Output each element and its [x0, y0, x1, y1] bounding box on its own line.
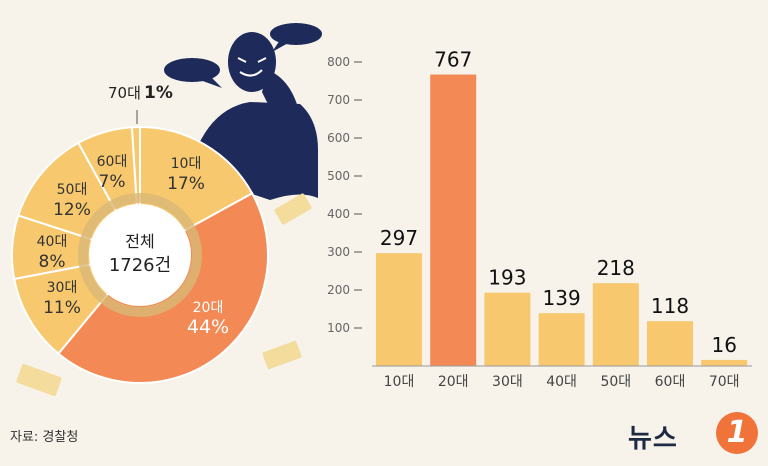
pie-slice-value: 11%: [43, 298, 81, 318]
bar: [647, 321, 693, 366]
pie-slice-label: 60대: [97, 154, 128, 170]
bar-value-label: 193: [488, 266, 526, 290]
pie-center: [91, 206, 189, 304]
pie-slice: [130, 125, 141, 207]
pie-slice-value: 1%: [144, 83, 173, 103]
pie-center-label: 전체: [125, 232, 154, 251]
source-text: 자료: 경찰청: [10, 430, 79, 445]
y-tick-label: 300: [327, 245, 350, 259]
bar-value-label: 139: [543, 286, 581, 310]
bar: [484, 292, 531, 366]
x-tick-label: 50대: [600, 374, 631, 390]
y-tick-label: 500: [327, 169, 350, 183]
x-tick-label: 70대: [709, 374, 740, 390]
banknote-icon: [16, 363, 62, 397]
y-tick-label: 200: [327, 283, 350, 297]
banknote-icon: [262, 340, 302, 370]
bar: [430, 74, 477, 366]
x-tick-label: 20대: [438, 374, 469, 390]
pie-slice-value: 7%: [99, 172, 126, 192]
y-tick-label: 400: [327, 207, 350, 221]
bar-value-label: 297: [380, 226, 418, 250]
bar: [376, 253, 422, 366]
bar: [538, 313, 585, 366]
pie-slice-label: 70대: [108, 84, 141, 102]
bar-chart: 100 200 300 400 500 600 700 800 297 10대 767 20대 193 3…: [327, 48, 752, 390]
news1-logo: 뉴스 1: [628, 412, 763, 456]
pie-slice-value: 12%: [53, 200, 91, 220]
bar-value-label: 218: [597, 256, 635, 280]
pie-slice-value: 8%: [39, 252, 66, 272]
bar-value-label: 16: [711, 333, 736, 357]
speech-bubble-icon: [164, 58, 222, 88]
pie-slice-label: 30대: [47, 280, 78, 296]
logo-badge: 1: [716, 412, 758, 454]
pie-center-value: 1726건: [109, 255, 171, 276]
bar: [701, 359, 748, 366]
y-tick-label: 600: [327, 131, 350, 145]
x-tick-label: 30대: [492, 374, 523, 390]
banknote-icon: [274, 193, 312, 225]
bar-value-label: 118: [651, 294, 689, 318]
pie-slice-label: 20대: [193, 300, 224, 316]
pie-slice-value: 44%: [187, 316, 229, 338]
x-tick-label: 60대: [655, 374, 686, 390]
pie-slice-label: 40대: [37, 234, 68, 250]
pie-slice-value: 17%: [167, 174, 205, 194]
pie-slice-label: 10대: [171, 156, 202, 172]
logo-text: 뉴스: [628, 424, 678, 454]
x-tick-label: 10대: [384, 374, 415, 390]
x-tick-label: 40대: [546, 374, 577, 390]
bar: [592, 283, 639, 366]
y-tick-label: 800: [327, 55, 350, 69]
bar-value-label: 767: [434, 48, 472, 72]
pie-slice-label: 50대: [57, 182, 88, 198]
pie-inner-ring: [78, 193, 202, 317]
y-tick-label: 100: [327, 321, 350, 335]
pie-slice: [57, 191, 269, 384]
y-tick-label: 700: [327, 93, 350, 107]
speech-bubble-icon: [270, 23, 322, 52]
